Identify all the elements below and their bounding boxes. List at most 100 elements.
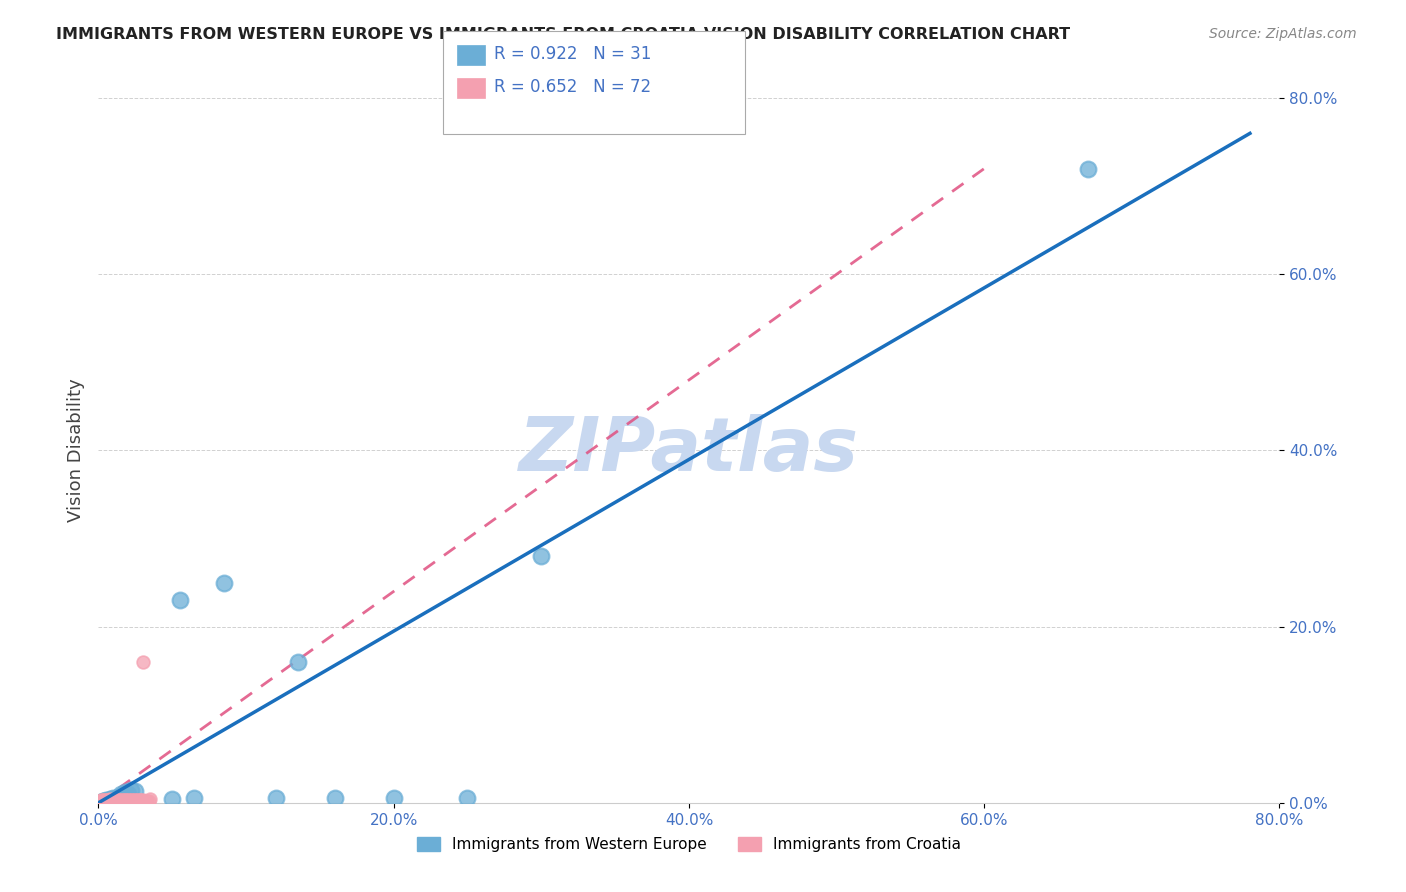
- Point: [100, 794, 122, 808]
- Text: R = 0.652   N = 72: R = 0.652 N = 72: [494, 78, 651, 96]
- Point: [98, 794, 121, 808]
- Point: [110, 787, 132, 801]
- Point: [96, 795, 118, 809]
- Point: [103, 793, 125, 807]
- Point: [89, 795, 111, 809]
- Point: [127, 794, 149, 808]
- Point: [112, 793, 135, 807]
- Point: [93, 794, 115, 808]
- Y-axis label: Vision Disability: Vision Disability: [66, 378, 84, 523]
- Point: [91, 794, 114, 808]
- Point: [128, 793, 150, 807]
- Point: [91, 795, 114, 809]
- Point: [96, 794, 118, 808]
- Point: [108, 793, 131, 807]
- Point: [129, 793, 152, 807]
- Point: [120, 783, 142, 797]
- Point: [110, 793, 132, 807]
- Point: [112, 794, 135, 808]
- Point: [183, 791, 205, 805]
- Point: [382, 791, 405, 805]
- Point: [98, 792, 121, 806]
- Point: [128, 794, 150, 808]
- Point: [118, 794, 141, 808]
- Point: [114, 785, 136, 799]
- Point: [93, 795, 115, 809]
- Point: [103, 791, 125, 805]
- Point: [162, 792, 183, 806]
- Point: [97, 793, 120, 807]
- Point: [107, 789, 129, 804]
- Point: [132, 793, 155, 807]
- Point: [530, 549, 553, 564]
- Point: [96, 794, 118, 808]
- Point: [111, 789, 134, 803]
- Text: R = 0.922   N = 31: R = 0.922 N = 31: [494, 45, 651, 63]
- Point: [129, 794, 152, 808]
- Point: [114, 793, 136, 807]
- Point: [121, 794, 143, 808]
- Point: [120, 793, 142, 807]
- Point: [103, 794, 125, 808]
- Point: [132, 655, 155, 669]
- Point: [134, 794, 156, 808]
- Point: [117, 794, 139, 808]
- Point: [105, 790, 128, 805]
- Point: [117, 787, 139, 801]
- Point: [114, 794, 136, 808]
- Point: [118, 793, 141, 807]
- Point: [124, 784, 146, 798]
- Point: [100, 793, 122, 807]
- Point: [97, 793, 120, 807]
- Point: [90, 795, 112, 809]
- Point: [105, 793, 128, 807]
- Point: [115, 793, 138, 807]
- Point: [98, 793, 121, 807]
- Point: [122, 794, 145, 808]
- Point: [125, 794, 148, 808]
- Point: [264, 791, 287, 805]
- Point: [457, 791, 479, 805]
- Point: [93, 793, 115, 807]
- Point: [212, 575, 235, 590]
- Point: [1077, 161, 1099, 176]
- Point: [122, 793, 145, 807]
- Point: [323, 791, 346, 805]
- Text: Source: ZipAtlas.com: Source: ZipAtlas.com: [1209, 27, 1357, 41]
- Legend: Immigrants from Western Europe, Immigrants from Croatia: Immigrants from Western Europe, Immigran…: [411, 831, 967, 859]
- Point: [104, 793, 127, 807]
- Text: IMMIGRANTS FROM WESTERN EUROPE VS IMMIGRANTS FROM CROATIA VISION DISABILITY CORR: IMMIGRANTS FROM WESTERN EUROPE VS IMMIGR…: [56, 27, 1070, 42]
- Point: [94, 795, 117, 809]
- Text: ZIPatlas: ZIPatlas: [519, 414, 859, 487]
- Point: [105, 794, 128, 808]
- Point: [104, 792, 127, 806]
- Point: [287, 655, 309, 669]
- Point: [115, 794, 138, 808]
- Point: [94, 793, 117, 807]
- Point: [89, 794, 111, 808]
- Point: [111, 794, 134, 808]
- Point: [93, 794, 115, 808]
- Point: [91, 793, 114, 807]
- Point: [132, 794, 155, 808]
- Point: [94, 794, 117, 808]
- Point: [90, 795, 112, 809]
- Point: [107, 794, 129, 808]
- Point: [90, 793, 112, 807]
- Point: [138, 794, 160, 808]
- Point: [100, 794, 122, 808]
- Point: [98, 793, 121, 807]
- Point: [94, 793, 117, 807]
- Point: [96, 793, 118, 807]
- Point: [127, 793, 149, 807]
- Point: [136, 794, 159, 808]
- Point: [169, 593, 191, 607]
- Point: [135, 794, 157, 808]
- Point: [117, 793, 139, 807]
- Point: [124, 794, 146, 808]
- Point: [120, 794, 142, 808]
- Point: [111, 793, 134, 807]
- Point: [90, 794, 112, 808]
- Point: [124, 793, 146, 807]
- Point: [94, 795, 117, 809]
